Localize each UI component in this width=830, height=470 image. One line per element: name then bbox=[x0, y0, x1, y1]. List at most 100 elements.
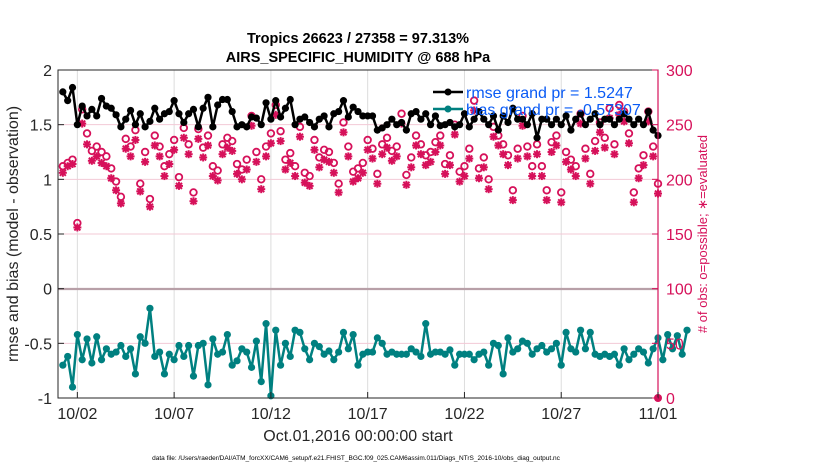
rmse-point bbox=[146, 117, 154, 125]
star-stroke bbox=[170, 146, 178, 154]
obs-evaluated-marker bbox=[460, 172, 469, 181]
star-stroke bbox=[151, 141, 159, 150]
obs-evaluated-marker bbox=[107, 174, 116, 183]
obs-possible-marker bbox=[411, 131, 421, 140]
bias-point bbox=[494, 341, 502, 350]
obs-evaluated-marker bbox=[387, 156, 396, 165]
obs-possible-marker bbox=[571, 162, 580, 171]
bias-point bbox=[141, 339, 149, 347]
star-stroke bbox=[233, 170, 241, 178]
bias-point bbox=[209, 335, 217, 343]
obs-possible-marker bbox=[407, 153, 416, 162]
star-stroke bbox=[262, 152, 270, 161]
right-y-tick-label: 50 bbox=[666, 336, 684, 353]
obs-possible-marker bbox=[218, 140, 227, 149]
star-stroke bbox=[393, 152, 401, 161]
obs-possible-marker bbox=[547, 137, 556, 147]
obs-evaluated-marker bbox=[566, 165, 575, 174]
obs-evaluated-marker bbox=[455, 177, 464, 186]
rmse-point bbox=[165, 107, 173, 116]
bias-point bbox=[112, 348, 120, 356]
rmse-point bbox=[523, 121, 531, 129]
star-stroke bbox=[267, 139, 275, 147]
obs-evaluated-marker bbox=[358, 168, 367, 177]
rmse-point bbox=[310, 123, 319, 131]
star-stroke bbox=[286, 159, 294, 167]
rmse-point bbox=[228, 107, 236, 116]
star-stroke bbox=[301, 178, 309, 187]
obs-evaluated-marker bbox=[112, 186, 121, 195]
obs-possible-marker bbox=[97, 147, 106, 157]
star-stroke bbox=[218, 150, 227, 158]
obs-evaluated-marker bbox=[344, 152, 353, 161]
star-stroke bbox=[378, 150, 386, 158]
obs-evaluated-marker bbox=[58, 168, 67, 177]
rmse-point bbox=[606, 115, 614, 123]
star-stroke bbox=[368, 154, 377, 163]
star-stroke bbox=[547, 148, 556, 156]
star-stroke bbox=[339, 128, 348, 137]
star-stroke bbox=[146, 202, 154, 211]
star-stroke bbox=[194, 135, 203, 143]
rmse-point bbox=[518, 115, 527, 123]
rmse-point bbox=[456, 121, 464, 129]
bias-point bbox=[349, 330, 357, 339]
star-stroke bbox=[243, 165, 251, 174]
star-stroke bbox=[509, 196, 517, 204]
rmse-point bbox=[581, 121, 590, 129]
y-tick-label: 0.5 bbox=[30, 227, 52, 244]
obs-possible-marker bbox=[508, 186, 518, 195]
rmse-point bbox=[615, 115, 623, 123]
star-stroke bbox=[436, 141, 444, 150]
bias-point bbox=[306, 356, 314, 364]
rmse-point bbox=[344, 113, 352, 121]
star-stroke bbox=[344, 152, 353, 161]
bias-point bbox=[218, 348, 227, 356]
star-stroke bbox=[122, 145, 130, 153]
rmse-point bbox=[383, 121, 391, 129]
star-stroke bbox=[141, 158, 149, 166]
bias-point bbox=[156, 348, 164, 356]
bias-point bbox=[649, 345, 657, 353]
obs-evaluated-marker bbox=[310, 145, 319, 154]
obs-evaluated-marker bbox=[291, 172, 300, 181]
rmse-point bbox=[349, 103, 357, 111]
star-stroke bbox=[412, 141, 420, 150]
obs-possible-marker bbox=[227, 136, 237, 146]
obs-possible-marker bbox=[445, 151, 455, 160]
y-axis-label: rmse and bias (model - observation) bbox=[5, 106, 22, 362]
obs-evaluated-marker bbox=[121, 144, 130, 153]
bias-point bbox=[644, 359, 652, 367]
star-stroke bbox=[475, 174, 483, 182]
bias-point bbox=[252, 337, 260, 345]
star-stroke bbox=[180, 134, 188, 142]
star-stroke bbox=[417, 150, 425, 158]
y-axis-ticks: -1 -0.5 0 0.5 1 1.5 2 bbox=[24, 63, 64, 408]
bias-point bbox=[93, 333, 101, 341]
bias-point bbox=[296, 328, 304, 336]
rmse-point bbox=[635, 115, 643, 123]
bias-point bbox=[668, 345, 677, 353]
obs-evaluated-marker bbox=[354, 174, 362, 183]
obs-evaluated-marker bbox=[189, 197, 198, 206]
obs-possible-marker bbox=[92, 142, 101, 151]
obs-evaluated-marker bbox=[174, 181, 183, 190]
rmse-point bbox=[528, 110, 536, 118]
obs-evaluated-marker bbox=[639, 161, 648, 170]
obs-evaluated-marker bbox=[416, 150, 425, 159]
obs-evaluated-marker bbox=[504, 161, 512, 170]
rmse-point bbox=[267, 115, 275, 123]
obs-possible-marker bbox=[353, 164, 363, 173]
star-stroke bbox=[538, 172, 546, 180]
obs-evaluated-marker bbox=[508, 196, 517, 205]
obs-evaluated-marker bbox=[591, 146, 600, 155]
obs-evaluated-marker bbox=[441, 169, 450, 178]
legend-rmse-label: rmse grand pr = 1.5247 bbox=[466, 85, 633, 102]
obs-evaluated-marker bbox=[213, 176, 222, 185]
bias-point bbox=[78, 356, 86, 364]
obs-possible-marker bbox=[363, 135, 372, 145]
obs-possible-marker bbox=[111, 177, 121, 186]
bias-point bbox=[315, 343, 323, 351]
obs-possible-marker bbox=[527, 162, 537, 171]
bias-point bbox=[247, 363, 256, 371]
